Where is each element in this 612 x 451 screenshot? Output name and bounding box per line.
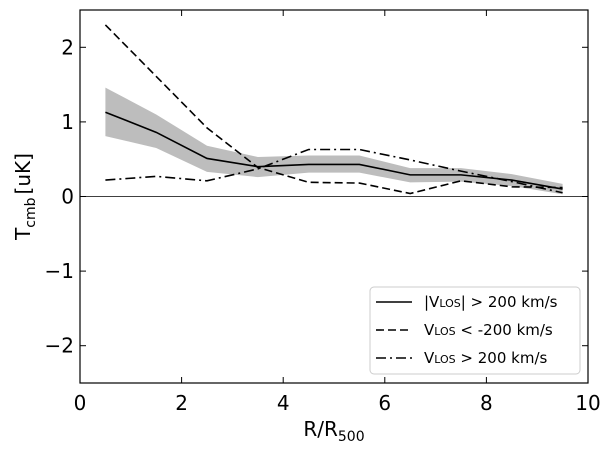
y-tick-label: 0	[61, 185, 74, 209]
y-tick-label: −1	[45, 259, 74, 283]
legend-label-2: VLOS < -200 km/s	[424, 321, 553, 339]
legend-label-3: VLOS > 200 km/s	[424, 349, 548, 367]
x-tick-label: 10	[575, 391, 600, 415]
x-axis-label: R/R500	[303, 417, 364, 445]
x-tick-label: 6	[378, 391, 391, 415]
y-tick-label: −2	[45, 334, 74, 358]
x-tick-label: 4	[277, 391, 290, 415]
series-line-3	[105, 148, 563, 194]
x-tick-label: 8	[480, 391, 493, 415]
y-tick-label: 1	[61, 110, 74, 134]
x-tick-label: 0	[74, 391, 87, 415]
y-tick-label: 2	[61, 35, 74, 59]
y-axis-label: Tcmb[uK]	[11, 153, 39, 241]
series-line-2	[104, 24, 563, 195]
error-band	[105, 87, 563, 195]
x-tick-label: 2	[175, 391, 188, 415]
legend: |VLOS| > 200 km/s VLOS < -200 km/s VLOS > …	[369, 286, 581, 375]
legend-box	[369, 286, 581, 375]
legend-label-1: |VLOS| > 200 km/s	[424, 293, 558, 311]
series-line-1	[105, 111, 563, 190]
